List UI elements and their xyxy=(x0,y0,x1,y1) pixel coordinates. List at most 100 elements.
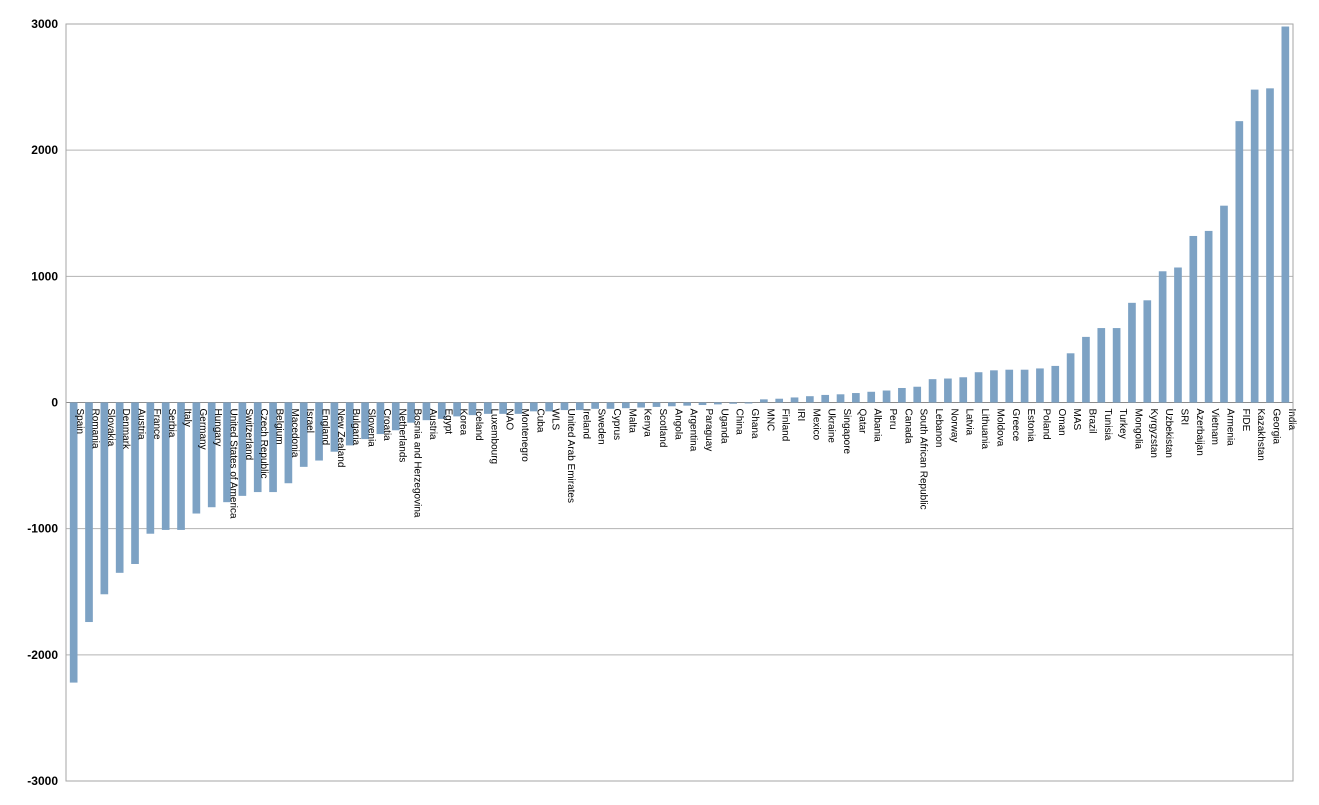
category-label: Bosnia and Herzegovina xyxy=(412,409,423,518)
bar xyxy=(775,398,784,403)
bar xyxy=(1097,328,1106,403)
category-label: Angola xyxy=(672,409,683,441)
bar xyxy=(790,397,799,403)
category-label: United Arab Emirates xyxy=(565,409,576,504)
category-label: Malta xyxy=(626,409,637,434)
bar xyxy=(422,402,431,421)
category-label: Luxembourg xyxy=(488,409,499,465)
bar xyxy=(698,402,707,406)
bar xyxy=(621,402,630,409)
y-tick-label: -2000 xyxy=(27,648,58,662)
category-label: Turkey xyxy=(1117,409,1128,439)
bar xyxy=(959,377,968,403)
bar xyxy=(836,394,845,403)
bar xyxy=(806,396,814,403)
category-label: Montenegro xyxy=(519,409,530,463)
category-label: SRI xyxy=(1178,409,1189,426)
y-tick-label: 0 xyxy=(51,396,58,410)
category-label: Austria xyxy=(136,409,147,441)
category-label: Denmark xyxy=(120,409,131,451)
category-label: MNC xyxy=(764,409,775,432)
bar xyxy=(514,402,523,414)
category-label: Lithuania xyxy=(979,409,990,450)
category-label: Peru xyxy=(887,409,898,430)
category-label: Argentina xyxy=(688,409,699,452)
bar xyxy=(821,394,830,403)
bar xyxy=(729,402,738,404)
bar xyxy=(361,402,369,440)
bar xyxy=(1112,328,1121,403)
bar xyxy=(1266,88,1274,403)
category-label: Slovenia xyxy=(366,409,377,448)
category-label: Hungary xyxy=(212,409,223,447)
bar xyxy=(85,402,93,623)
category-label: IRI xyxy=(795,409,806,422)
category-label: Macedonia xyxy=(289,409,300,458)
category-label: Uzbekistan xyxy=(1163,409,1174,458)
plot-frame xyxy=(65,23,1294,782)
category-label: Poland xyxy=(1040,409,1051,440)
y-axis: 3000 2000 1000 0 -1000 -2000 -3000 xyxy=(27,17,58,788)
category-label: Spain xyxy=(74,409,85,435)
bar xyxy=(207,402,216,508)
bar xyxy=(437,402,446,419)
category-label: Singapore xyxy=(841,409,852,455)
bar xyxy=(1250,89,1259,403)
category-label: Greece xyxy=(1010,409,1021,442)
bar xyxy=(1174,267,1182,403)
bar xyxy=(131,402,139,564)
category-label: Germany xyxy=(197,409,208,450)
category-label: Albania xyxy=(872,409,883,443)
bar xyxy=(652,402,661,407)
bar xyxy=(760,399,768,403)
bar xyxy=(69,402,78,683)
category-label: England xyxy=(320,409,331,446)
category-label: Austria xyxy=(427,409,438,441)
gridlines xyxy=(66,23,1293,782)
bar xyxy=(1143,300,1152,403)
y-tick-label: 2000 xyxy=(31,143,58,157)
bar xyxy=(591,402,599,409)
category-label: Canada xyxy=(902,409,913,444)
category-label: Romania xyxy=(90,409,101,449)
category-label: Bulgaria xyxy=(350,409,361,446)
bar xyxy=(115,402,124,573)
category-label: Armenia xyxy=(1224,409,1235,447)
bar xyxy=(852,393,860,403)
bar xyxy=(345,402,354,446)
bar xyxy=(223,402,231,503)
category-label: Sweden xyxy=(596,409,607,445)
category-label: Uganda xyxy=(718,409,729,444)
category-label: Belgium xyxy=(274,409,285,445)
bar xyxy=(1051,365,1060,403)
category-label: Mexico xyxy=(810,409,821,441)
category-label: Ukraine xyxy=(826,409,837,444)
bar xyxy=(1036,368,1044,403)
bar xyxy=(990,370,998,403)
category-label: Qatar xyxy=(856,409,867,435)
category-label: FIDE xyxy=(1240,409,1251,432)
category-label: Netherlands xyxy=(396,409,407,463)
bar xyxy=(269,402,277,493)
bar xyxy=(299,402,308,467)
category-label: Slovakia xyxy=(105,409,116,447)
bar xyxy=(315,402,323,461)
category-label: Ghana xyxy=(749,409,760,439)
category-label: Latvia xyxy=(964,409,975,436)
bar xyxy=(192,402,201,514)
bar xyxy=(177,402,185,530)
category-label: India xyxy=(1286,409,1297,431)
bar xyxy=(1189,235,1198,403)
bar xyxy=(146,402,155,534)
category-label: Italy xyxy=(182,409,193,427)
category-label: Moldova xyxy=(994,409,1005,447)
category-label: Korea xyxy=(458,409,469,436)
category-label: Azerbaijan xyxy=(1194,409,1205,456)
category-label: Egypt xyxy=(442,409,453,435)
bar xyxy=(483,402,492,414)
category-label: Switzerland xyxy=(243,409,254,461)
bar xyxy=(499,402,507,414)
bar xyxy=(1281,26,1290,403)
category-label: United States of America xyxy=(228,409,239,519)
